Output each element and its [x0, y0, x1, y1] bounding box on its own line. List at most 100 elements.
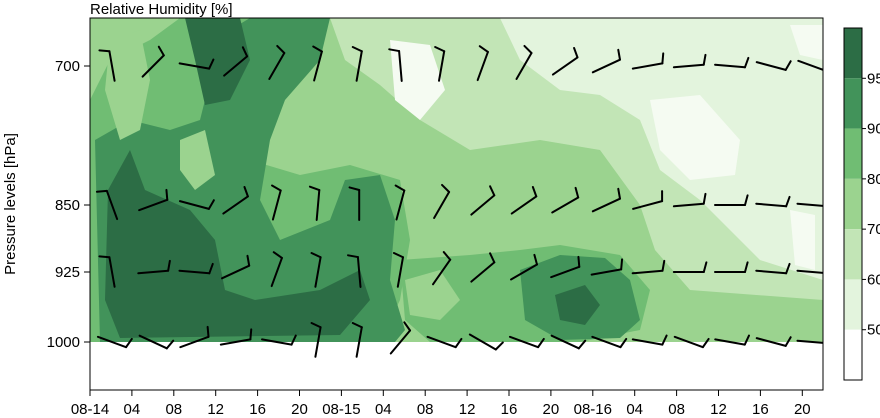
wind-barb	[551, 186, 580, 214]
x-tick-label: 04	[375, 401, 392, 418]
wind-barb	[631, 259, 666, 275]
wind-barb	[508, 335, 545, 349]
colorbar-bin	[844, 178, 862, 230]
wind-barb	[271, 184, 282, 221]
wind-barb	[433, 183, 451, 219]
y-tick-label: 850	[55, 197, 80, 214]
x-axis: 08-14 04 08 12 16 20 08-15 04 08 12 16 20 08-16 04 08 1…	[71, 390, 811, 418]
x-tick-label: 16	[249, 401, 266, 418]
wind-barb	[714, 334, 750, 346]
humidity-region-pocket-1	[105, 30, 150, 140]
x-tick-label: 08	[668, 401, 685, 418]
wind-barbs	[95, 44, 823, 358]
wind-barb	[347, 254, 362, 288]
wind-barb	[95, 189, 119, 221]
y-tick-label: 1000	[47, 334, 80, 351]
plot-frame	[89, 17, 824, 391]
wind-barb	[796, 202, 823, 207]
humidity-region-pocket-2	[180, 130, 215, 190]
colorbar-bin	[844, 78, 862, 129]
wind-barb	[138, 188, 169, 212]
wind-barb	[755, 60, 792, 71]
x-tick-label: 04	[124, 401, 141, 418]
colorbar-tick-label: 80	[867, 171, 880, 188]
wind-barb	[714, 194, 749, 206]
below-surface-area	[90, 342, 823, 390]
x-tick-label: 20	[291, 401, 308, 418]
wind-barb	[476, 45, 489, 82]
wind-barb	[270, 251, 283, 288]
x-tick-label: 12	[207, 401, 224, 418]
colorbar-tick-label: 95	[867, 70, 880, 87]
wind-barb	[219, 328, 253, 346]
x-tick-label: 08-14	[71, 401, 109, 418]
colorbar: 50 60 70 80 90 95	[843, 27, 880, 381]
x-tick-label: 04	[626, 401, 643, 418]
colorbar-bin	[844, 329, 862, 380]
wind-barb	[394, 184, 406, 221]
wind-barb	[510, 185, 538, 215]
wind-barb	[672, 192, 707, 208]
wind-barb	[179, 325, 210, 349]
wind-barb	[268, 44, 286, 80]
wind-barb	[632, 190, 664, 210]
wind-barb	[392, 252, 405, 288]
wind-barb	[714, 56, 750, 69]
wind-barb	[714, 261, 749, 273]
x-tick-label: 12	[459, 401, 476, 418]
wind-barb	[434, 46, 446, 82]
colorbar-bin	[844, 279, 862, 330]
colorbar-bin	[844, 229, 862, 280]
colorbar-tick-label: 70	[867, 221, 880, 238]
x-tick-label: 08-16	[574, 401, 612, 418]
humidity-region-driest	[650, 95, 740, 180]
wind-barb	[470, 252, 496, 283]
x-tick-label: 12	[710, 401, 727, 418]
colorbar-bin	[844, 28, 862, 79]
wind-barb	[351, 46, 363, 82]
wind-barb	[510, 253, 538, 281]
wind-barb	[591, 335, 628, 349]
y-axis-title: Pressure levels [hPa]	[2, 133, 19, 275]
y-axis: 700 850 925 1000	[47, 58, 90, 351]
wind-barb	[631, 334, 668, 346]
wind-barb	[755, 195, 791, 208]
humidity-region-wettest	[105, 150, 370, 338]
y-tick-label: 925	[55, 264, 80, 281]
wind-barb	[223, 46, 249, 77]
wind-barb	[673, 335, 710, 349]
wind-barb	[515, 44, 533, 80]
chart-title: Relative Humidity [%]	[90, 1, 233, 18]
wind-barb	[591, 48, 621, 74]
wind-barb	[310, 322, 322, 358]
wind-barb	[178, 199, 215, 210]
wind-barb	[141, 45, 165, 78]
wind-barb	[351, 322, 363, 358]
colorbar-tick-label: 50	[867, 322, 880, 339]
colorbar-tick-label: 60	[867, 271, 880, 288]
x-tick-label: 20	[794, 401, 811, 418]
wind-barb	[470, 185, 496, 216]
wind-barb	[221, 254, 251, 280]
wind-barb	[590, 258, 624, 276]
wind-barb	[468, 333, 504, 351]
wind-barb	[796, 269, 823, 274]
wind-barb	[551, 46, 579, 76]
wind-barb	[222, 185, 249, 215]
humidity-region-driest-4	[790, 25, 823, 60]
wind-barb	[389, 321, 412, 355]
wind-barb	[178, 262, 214, 275]
wind-barb	[755, 336, 792, 347]
wind-barb	[96, 335, 133, 349]
wind-barb	[348, 186, 361, 221]
wind-barb	[388, 48, 403, 82]
wind-barb	[308, 185, 321, 221]
wind-barb	[98, 49, 116, 82]
wind-barb	[310, 252, 322, 288]
wind-barb	[591, 187, 621, 213]
x-tick-label: 08	[417, 401, 434, 418]
wind-barb	[550, 255, 581, 279]
wind-barb	[312, 45, 323, 82]
wind-barb	[797, 59, 823, 71]
